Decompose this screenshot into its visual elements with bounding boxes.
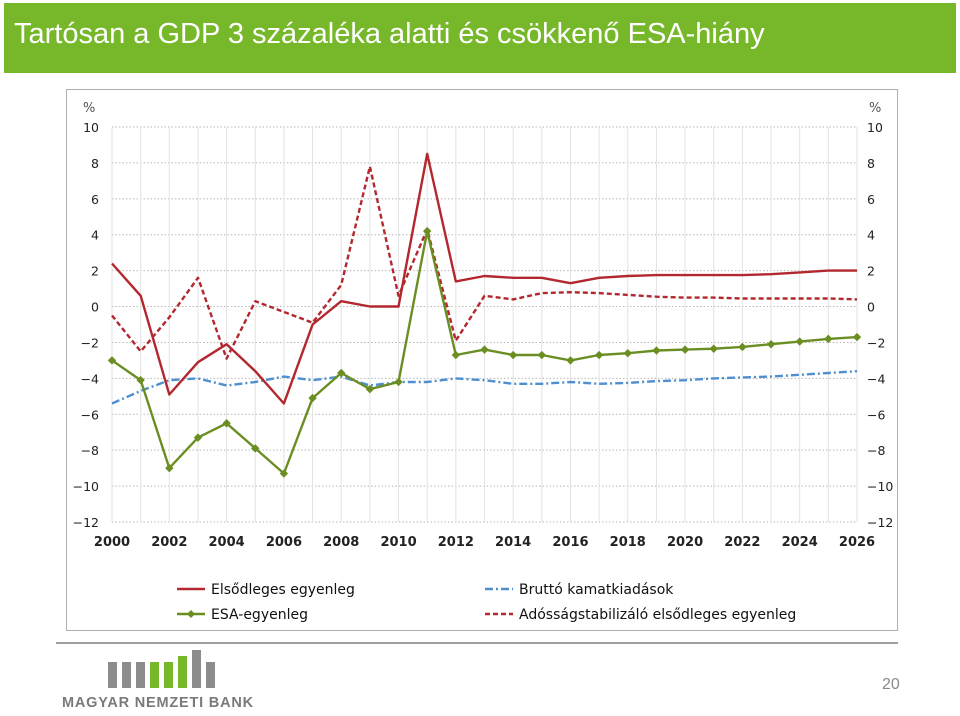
footer-divider bbox=[56, 642, 898, 644]
esa-marker bbox=[680, 345, 690, 354]
esa-marker bbox=[594, 350, 604, 360]
axes-layer: 10 10 8 8 6 6 4 4 2 2 0 0 −2 −2 −4 −4 −6 −6 −8 −8 −10 −10 −12 −… bbox=[73, 101, 894, 550]
esa-marker bbox=[279, 469, 289, 478]
y-tick-label-right: 6 bbox=[867, 192, 875, 207]
y-tick-label-left: −4 bbox=[81, 371, 99, 386]
line-chart: 10 10 8 8 6 6 4 4 2 2 0 0 −2 −2 −4 −4 −6 −6 −8 −8 −10 −10 −12 −… bbox=[73, 101, 894, 623]
series-line-3 bbox=[111, 165, 858, 360]
mnb-logo: MAGYAR NEMZETI BANK bbox=[60, 648, 270, 716]
y-tick-label-right: −6 bbox=[867, 407, 885, 422]
y-tick-label-left: 4 bbox=[91, 228, 99, 243]
y-tick-label-right: 8 bbox=[867, 156, 875, 171]
esa-marker bbox=[652, 346, 661, 355]
esa-marker bbox=[308, 393, 317, 403]
title-bar: Tartósan a GDP 3 százaléka alatti és csö… bbox=[4, 3, 956, 73]
esa-marker bbox=[337, 368, 346, 378]
x-tick-label: 2016 bbox=[552, 535, 588, 550]
x-tick-label: 2006 bbox=[266, 535, 302, 550]
y-tick-label-right: −4 bbox=[867, 371, 885, 386]
esa-marker bbox=[709, 344, 718, 353]
esa-marker bbox=[107, 356, 117, 365]
esa-marker bbox=[193, 433, 203, 442]
x-tick-label: 2026 bbox=[839, 535, 875, 550]
y-tick-label-left: 2 bbox=[91, 264, 99, 279]
y-tick-label-left: 10 bbox=[83, 120, 99, 135]
x-tick-label: 2014 bbox=[495, 535, 531, 550]
y-tick-label-right: −2 bbox=[867, 335, 885, 350]
esa-marker bbox=[451, 350, 461, 360]
legend-label: ESA-egyenleg bbox=[211, 607, 308, 623]
esa-marker bbox=[795, 337, 804, 346]
y-tick-label-left: −6 bbox=[81, 407, 99, 422]
x-tick-label: 2004 bbox=[209, 535, 245, 550]
esa-marker bbox=[537, 350, 547, 360]
logo-bars-icon bbox=[108, 650, 215, 688]
esa-marker bbox=[480, 345, 489, 354]
x-tick-label: 2010 bbox=[380, 535, 416, 550]
y-tick-label-left: 6 bbox=[91, 192, 99, 207]
y-tick-label-left: 8 bbox=[91, 156, 99, 171]
y-tick-label-left: −12 bbox=[73, 515, 99, 530]
x-tick-label: 2008 bbox=[323, 535, 359, 550]
esa-marker bbox=[852, 332, 862, 342]
esa-marker bbox=[824, 334, 833, 344]
logo-text: MAGYAR NEMZETI BANK bbox=[62, 695, 254, 711]
esa-marker bbox=[365, 384, 375, 394]
esa-marker bbox=[738, 342, 747, 352]
series-line-2 bbox=[111, 370, 858, 405]
x-tick-label: 2022 bbox=[724, 535, 760, 550]
esa-marker bbox=[136, 375, 145, 385]
x-tick-label: 2020 bbox=[667, 535, 703, 550]
y-tick-label-left: −2 bbox=[81, 335, 99, 350]
x-tick-label: 2024 bbox=[782, 535, 818, 550]
y-tick-label-right: 10 bbox=[867, 120, 883, 135]
esa-marker bbox=[422, 226, 432, 236]
y-tick-label-left: −10 bbox=[73, 479, 99, 494]
y-tick-label-right: 0 bbox=[867, 300, 875, 315]
y-tick-label-right: −12 bbox=[867, 515, 893, 530]
y-tick-label-left: −8 bbox=[81, 443, 99, 458]
x-tick-label: 2012 bbox=[438, 535, 474, 550]
legend-layer: Elsődleges egyenleg ESA-egyenleg Bruttó ka… bbox=[177, 582, 796, 623]
esa-marker bbox=[766, 340, 776, 349]
legend-label: Bruttó kamatkiadások bbox=[519, 582, 674, 598]
y-tick-label-right: 2 bbox=[867, 264, 875, 279]
series-layer bbox=[107, 152, 862, 478]
esa-marker bbox=[222, 419, 231, 428]
x-tick-label: 2018 bbox=[610, 535, 646, 550]
esa-marker bbox=[508, 350, 518, 360]
y-tick-label-right: 4 bbox=[867, 228, 875, 243]
page-number: 20 bbox=[882, 676, 900, 693]
x-tick-label: 2002 bbox=[151, 535, 187, 550]
y-tick-label-right: −10 bbox=[867, 479, 893, 494]
legend-label: Elsődleges egyenleg bbox=[211, 582, 355, 598]
esa-marker bbox=[251, 444, 260, 453]
y-unit-right: % bbox=[869, 101, 881, 116]
legend-marker bbox=[187, 610, 195, 618]
esa-marker bbox=[394, 377, 403, 387]
series-line-0 bbox=[111, 152, 857, 405]
page-title: Tartósan a GDP 3 százaléka alatti és csö… bbox=[14, 18, 765, 50]
grid-layer bbox=[111, 126, 858, 523]
chart-frame: 10 10 8 8 6 6 4 4 2 2 0 0 −2 −2 −4 −4 −6 −6 −8 −8 −10 −10 −12 −… bbox=[66, 89, 898, 631]
x-tick-label: 2000 bbox=[94, 535, 130, 550]
esa-marker bbox=[623, 349, 632, 358]
esa-marker bbox=[566, 356, 575, 365]
esa-marker bbox=[165, 463, 174, 473]
y-tick-label-left: 0 bbox=[91, 300, 99, 315]
legend-label: Adósságstabilizáló elsődleges egyenleg bbox=[519, 607, 796, 623]
y-unit-left: % bbox=[83, 101, 95, 116]
y-tick-label-right: −8 bbox=[867, 443, 885, 458]
